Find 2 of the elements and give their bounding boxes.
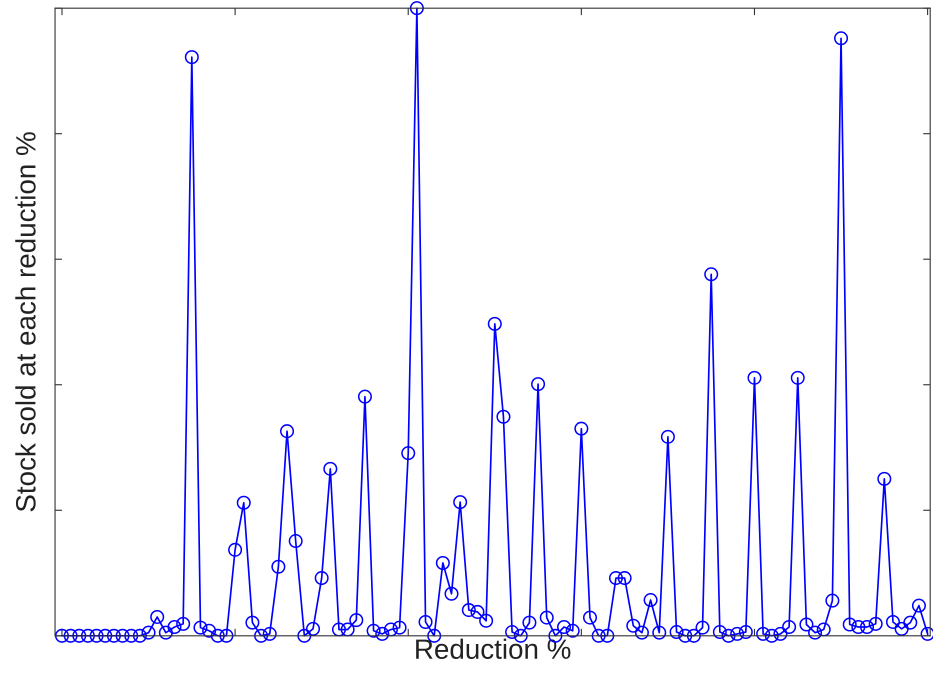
y-axis-title: Stock sold at each reduction %: [15, 132, 36, 512]
x-axis-title: Reduction %: [416, 638, 570, 659]
